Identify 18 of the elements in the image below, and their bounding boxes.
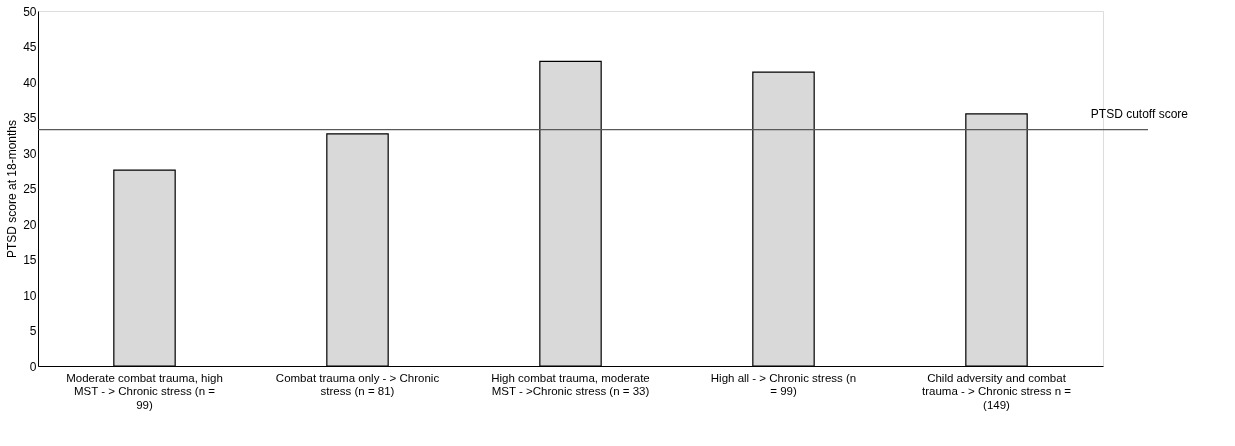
- y-tick-label: 25: [23, 182, 37, 196]
- y-tick-label: 0: [29, 359, 37, 374]
- x-tick-label: High all - > Chronic stress (n = 99): [710, 371, 857, 397]
- x-tick-label: High combat trauma, moderate MST - >Chronic stress (n = 33): [491, 371, 650, 397]
- y-tick-label: 45: [23, 40, 37, 54]
- y-axis-title: PTSD score at 18-months: [5, 119, 20, 259]
- y-tick-label: 30: [23, 146, 37, 161]
- y-tick-label: 50: [23, 4, 37, 19]
- x-tick-label: Moderate combat trauma, high MST - > Chronic stress (n = 99): [66, 371, 223, 411]
- y-tick-label: 20: [23, 217, 37, 232]
- y-tick-label: 15: [23, 253, 37, 267]
- x-tick-label: Child adversity and combat trauma - > Chronic stress n = (149): [922, 371, 1072, 411]
- x-tick-label: Combat trauma only - > Chronic stress (n = 81): [275, 371, 440, 397]
- y-tick-label: 35: [23, 111, 37, 125]
- y-tick-label: 10: [23, 288, 37, 303]
- y-tick-label: 5: [29, 324, 37, 338]
- y-tick-label: 40: [23, 75, 37, 90]
- ref-line-label: PTSD cutoff score: [1090, 106, 1189, 121]
